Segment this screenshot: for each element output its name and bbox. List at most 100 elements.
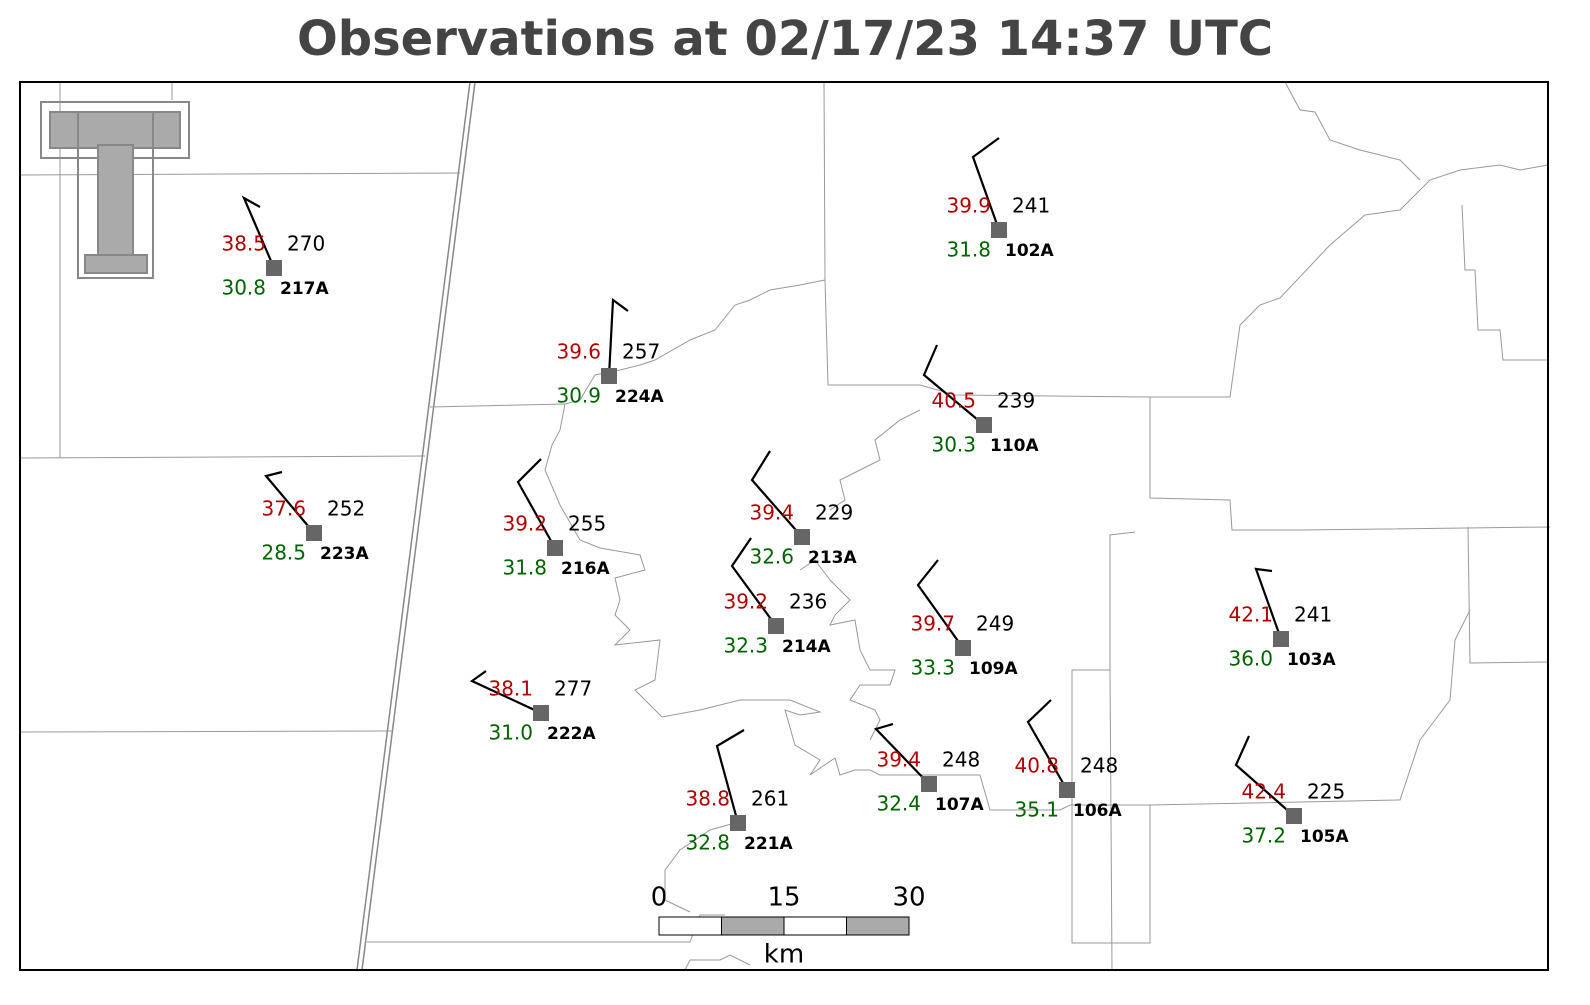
temperature: 39.4: [749, 501, 794, 525]
station-value: 239: [997, 389, 1035, 413]
dewpoint: 30.9: [556, 384, 601, 408]
station-marker: [768, 618, 784, 634]
station-value: 225: [1307, 780, 1345, 804]
station-value: 241: [1012, 194, 1050, 218]
map-frame: [19, 81, 1549, 971]
temperature: 40.8: [1014, 754, 1059, 778]
station: 39.7 249 33.3 109A: [910, 559, 1018, 680]
station-marker: [976, 417, 992, 433]
station-value: 229: [815, 501, 853, 525]
wind-barb: [241, 195, 276, 269]
dewpoint: 31.8: [502, 556, 547, 580]
station: 39.6 257 30.9 224A: [556, 297, 664, 408]
station-marker: [306, 525, 322, 541]
scale-label: 15: [767, 883, 800, 913]
dewpoint: 32.4: [876, 792, 921, 816]
dewpoint: 35.1: [1014, 798, 1059, 822]
temperature: 38.1: [488, 677, 533, 701]
wind-barb: [264, 470, 315, 534]
dewpoint: 28.5: [261, 541, 306, 565]
wind-barb: [1026, 699, 1068, 791]
station: 39.4 248 32.4 107A: [873, 722, 984, 816]
station-id: 222A: [547, 724, 596, 744]
station-marker: [266, 260, 282, 276]
logo: [40, 101, 190, 279]
station-id: 106A: [1073, 801, 1122, 821]
temperature: 42.4: [1241, 780, 1286, 804]
station-id: 223A: [320, 544, 369, 564]
station-marker: [1059, 782, 1075, 798]
station: 38.8 261 32.8 221A: [685, 729, 793, 855]
station-value: 270: [287, 232, 325, 256]
wind-barb: [1254, 567, 1283, 640]
temperature: 40.5: [931, 389, 976, 413]
station-marker: [794, 529, 810, 545]
station-id: 110A: [990, 436, 1039, 456]
temperature: 38.8: [685, 787, 730, 811]
station-id: 105A: [1300, 827, 1349, 847]
station-value: 236: [789, 590, 827, 614]
wind-barb: [607, 297, 629, 377]
station: 42.4 225 37.2 105A: [1234, 735, 1349, 848]
scale-label: 0: [651, 883, 668, 913]
station-value: 257: [622, 340, 660, 364]
station-value: 255: [568, 512, 606, 536]
dewpoint: 37.2: [1241, 824, 1286, 848]
dewpoint: 30.8: [221, 276, 266, 300]
station-value: 248: [942, 748, 980, 772]
station: 39.4 229 32.6 213A: [749, 450, 857, 569]
station-value: 241: [1294, 603, 1332, 627]
title: Observations at 02/17/23 14:37 UTC: [297, 11, 1273, 67]
dewpoint: 30.3: [931, 433, 976, 457]
temperature: 38.5: [221, 232, 266, 256]
wind-barb: [750, 450, 803, 538]
station: 38.1 277 31.0 222A: [469, 670, 596, 745]
scale-label: 30: [892, 883, 925, 913]
station-id: 102A: [1005, 241, 1054, 261]
wind-barb: [873, 722, 930, 785]
station-id: 109A: [969, 659, 1018, 679]
station-id: 214A: [782, 637, 831, 657]
station-marker: [601, 368, 617, 384]
station: 39.2 236 32.3 214A: [723, 537, 831, 658]
station-marker: [533, 705, 549, 721]
dewpoint: 36.0: [1228, 647, 1273, 671]
station-value: 248: [1080, 754, 1118, 778]
station-marker: [991, 222, 1007, 238]
station-marker: [730, 815, 746, 831]
temperature: 39.6: [556, 340, 601, 364]
station-value: 249: [976, 612, 1014, 636]
station-value: 261: [751, 787, 789, 811]
scale-unit: km: [764, 940, 804, 970]
temperature: 39.4: [876, 748, 921, 772]
wind-barb: [715, 729, 745, 824]
dewpoint: 32.8: [685, 831, 730, 855]
station: 38.5 270 30.8 217A: [221, 195, 329, 300]
dewpoint: 32.6: [749, 545, 794, 569]
wind-barb: [730, 537, 777, 627]
stations: 38.5 270 30.8 217A 39.6 257 30.9 224A 37.6 252 28.…: [221, 137, 1349, 855]
wind-barb: [971, 137, 1001, 231]
station-marker: [1273, 631, 1289, 647]
wind-barb: [469, 670, 542, 714]
wind-barb: [516, 458, 556, 549]
temperature: 39.2: [723, 590, 768, 614]
station-id: 103A: [1287, 650, 1336, 670]
scale-bar: 0 15 30 km: [651, 883, 926, 970]
station: 39.9 241 31.8 102A: [946, 137, 1054, 262]
station-id: 107A: [935, 795, 984, 815]
dewpoint: 31.8: [946, 238, 991, 262]
station: 39.2 255 31.8 216A: [502, 458, 610, 580]
station-marker: [547, 540, 563, 556]
station-id: 224A: [615, 387, 664, 407]
station: 40.5 239 30.3 110A: [922, 344, 1039, 457]
station: 40.8 248 35.1 106A: [1014, 699, 1122, 822]
wind-barb: [916, 559, 964, 649]
temperature: 42.1: [1228, 603, 1273, 627]
temperature: 39.7: [910, 612, 955, 636]
station-id: 221A: [744, 834, 793, 854]
wind-barb: [922, 344, 985, 426]
station-id: 213A: [808, 548, 857, 568]
dewpoint: 33.3: [910, 656, 955, 680]
